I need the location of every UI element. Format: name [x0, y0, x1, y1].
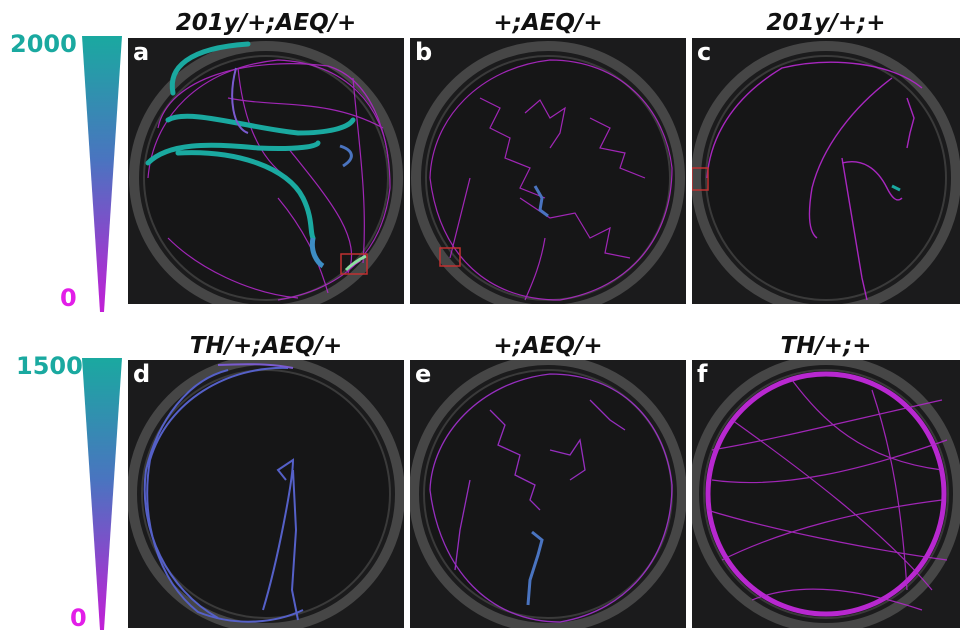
scale-min-label: 0 [70, 604, 87, 632]
panel-letter-a: a [133, 38, 150, 66]
arena-image [128, 360, 404, 628]
scale-max-label: 2000 [10, 30, 77, 58]
trajectory-panel-c: c [692, 38, 960, 304]
panel-title-c: 201y/+;+ [766, 10, 886, 36]
panel-title-a: 201y/+;AEQ/+ [175, 10, 357, 36]
panel-title-e: +;AEQ/+ [493, 333, 603, 359]
panel-letter-b: b [415, 38, 433, 66]
panel-letter-d: d [133, 360, 151, 388]
trajectory-panel-a: a [128, 38, 404, 304]
trajectory-panel-e: e [410, 360, 686, 628]
scale-max-label: 1500 [16, 352, 83, 380]
trajectory-panel-b: b [410, 38, 686, 304]
panel-letter-e: e [415, 360, 432, 388]
panel-title-f: TH/+;+ [780, 333, 872, 359]
color-gradient-wedge [82, 358, 122, 630]
panel-letter-f: f [697, 360, 708, 388]
panel-title-b: +;AEQ/+ [493, 10, 603, 36]
scale-min-label: 0 [60, 284, 77, 312]
arena-image [129, 41, 403, 304]
trajectory-panel-f: f [692, 360, 960, 628]
arena-image [411, 41, 685, 304]
panel-letter-c: c [697, 38, 712, 66]
arena-image [410, 360, 686, 628]
panel-title-d: TH/+;AEQ/+ [189, 333, 343, 359]
arena-image [692, 360, 960, 628]
arena-image [692, 41, 960, 304]
color-gradient-wedge [82, 36, 122, 312]
trajectory-panel-d: d [128, 360, 404, 628]
